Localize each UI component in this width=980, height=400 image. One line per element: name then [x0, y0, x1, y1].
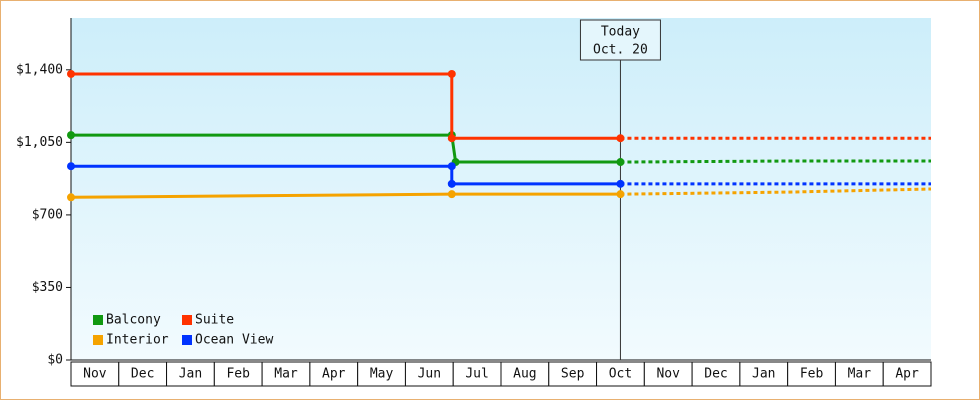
x-tick-label: Nov — [656, 367, 680, 382]
legend-label: Interior — [106, 333, 169, 348]
y-tick-label: $1,400 — [16, 62, 63, 77]
y-tick-label: $700 — [32, 207, 63, 222]
legend-swatch — [93, 335, 103, 345]
x-tick-label: Apr — [895, 367, 919, 382]
y-tick-label: $350 — [32, 280, 63, 295]
x-tick-label: Jan — [752, 367, 775, 382]
x-tick-label: Jun — [418, 367, 441, 382]
legend-swatch — [182, 335, 192, 345]
price-point — [67, 162, 75, 171]
month-cell — [882, 361, 932, 387]
price-point — [67, 131, 75, 140]
legend-label: Balcony — [106, 313, 161, 328]
month-cell — [261, 361, 311, 387]
price-point — [67, 193, 75, 202]
forecast-line — [620, 159, 931, 164]
x-tick-label: Apr — [322, 367, 346, 382]
today-box — [579, 19, 661, 61]
price-line — [71, 72, 621, 140]
today-label: Oct. 20 — [593, 43, 648, 58]
price-point — [67, 69, 75, 78]
month-cell — [166, 361, 215, 387]
price-point — [616, 190, 625, 199]
price-point — [616, 179, 625, 188]
price-point — [447, 134, 456, 143]
x-tick-label: Oct — [609, 367, 632, 382]
price-point — [447, 179, 456, 188]
x-tick-label: Sep — [561, 367, 585, 382]
month-cell — [70, 361, 120, 387]
x-tick-label: Jul — [465, 367, 488, 382]
x-tick-label: Dec — [704, 367, 727, 382]
legend-label: Ocean View — [195, 333, 273, 348]
legend-label: Suite — [195, 313, 234, 328]
y-tick-label: $0 — [47, 353, 63, 368]
price-point — [616, 134, 625, 143]
price-point — [447, 190, 456, 199]
month-cell — [787, 361, 836, 387]
x-tick-label: Mar — [848, 367, 872, 382]
month-cell — [500, 361, 550, 387]
month-cell — [739, 361, 789, 387]
today-label: Today — [601, 25, 640, 40]
x-tick-label: May — [370, 367, 394, 382]
x-tick-label: Jan — [179, 367, 202, 382]
price-point — [616, 158, 625, 167]
x-tick-label: Mar — [274, 367, 298, 382]
price-line — [71, 164, 621, 186]
x-tick-label: Feb — [226, 367, 250, 382]
price-line — [71, 133, 621, 164]
month-cell — [404, 361, 454, 387]
month-cell — [643, 361, 693, 387]
x-tick-label: Feb — [800, 367, 824, 382]
month-cell — [596, 361, 645, 387]
x-tick-label: Nov — [83, 367, 107, 382]
legend-swatch — [182, 315, 192, 325]
legend-swatch — [93, 315, 103, 325]
month-cell — [213, 361, 263, 387]
x-tick-label: Aug — [513, 367, 536, 382]
price-point — [447, 162, 456, 171]
y-tick-label: $1,050 — [16, 135, 63, 150]
price-point — [447, 69, 456, 78]
x-tick-label: Dec — [131, 367, 154, 382]
month-cell — [118, 361, 168, 387]
plot-area — [71, 18, 931, 360]
